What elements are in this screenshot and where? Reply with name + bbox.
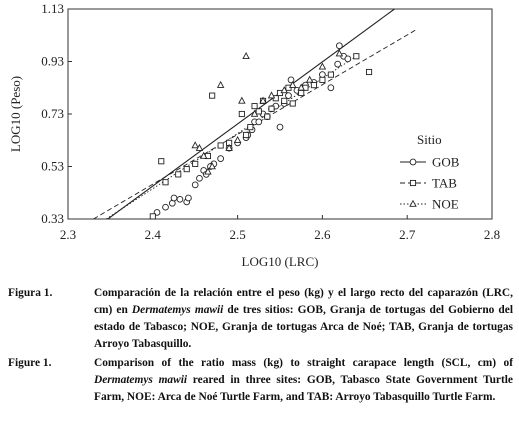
point-noe [208,162,216,170]
point-noe [216,80,225,88]
point-tab [264,113,271,120]
plot-frame [67,8,493,220]
axis-ticks: 2.3 2.4 2.5 2.6 2.7 2.8 0.33 0.53 0.73 0.93 1.13 [41,1,500,242]
point-gob [185,194,192,202]
point-tab [238,110,245,118]
point-gob [255,118,263,126]
point-tab [365,68,373,76]
caption-spanish-text: Comparación de la relación entre el peso… [94,287,513,350]
point-tab [183,166,190,173]
point-tab [158,158,165,165]
species-name: Dermatemys mawii [94,374,188,386]
point-tab [255,108,262,115]
data-points [149,42,373,220]
x-tick-label: 2.5 [229,227,245,242]
point-gob [319,71,326,78]
point-tab [281,97,288,104]
point-tab [310,82,317,89]
x-tick-label: 2.7 [399,227,416,242]
y-tick-label: 0.93 [41,54,64,69]
point-noe [191,141,199,149]
point-gob [334,60,342,68]
point-gob [162,203,169,211]
point-noe [250,109,259,117]
legend-label-tab: TAB [432,176,457,191]
point-tab [298,89,305,97]
species-name: Dermatemys mawii [131,304,224,316]
point-tab [192,160,199,167]
fit-line-gob [107,9,395,219]
point-gob [344,55,352,63]
x-tick-label: 2.3 [60,227,76,242]
point-noe [267,91,276,99]
point-noe [280,86,288,94]
caption-english-text: Comparison of the ratio mass (kg) to str… [94,357,513,403]
point-noe [195,143,204,151]
legend-title: Sitio [417,132,442,147]
point-noe [233,135,242,144]
x-axis-label: LOG10 (LRC) [242,254,319,269]
point-gob [217,155,224,162]
y-axis-label: LOG10 (Peso) [8,76,23,152]
point-gob [287,76,295,84]
caption-spanish: Figura 1. Comparación de la relación ent… [8,285,513,353]
point-noe [305,75,314,83]
legend: Sitio GOB TAB NOE [400,132,460,212]
point-noe [259,96,267,104]
point-tab [209,92,216,99]
x-tick-label: 2.8 [484,227,500,242]
point-gob [191,181,199,189]
point-noe [199,151,208,159]
point-gob [196,174,203,182]
point-tab [149,213,156,220]
caption-spanish-label: Figura 1. [8,287,53,299]
point-tab [289,100,296,107]
scatter-chart: 2.3 2.4 2.5 2.6 2.7 2.8 0.33 0.53 0.73 0.93 1.13 L… [8,1,500,269]
point-tab [175,171,182,178]
point-gob [170,194,178,202]
point-noe [204,167,212,175]
legend-marker-noe [409,199,417,207]
point-noe [288,80,297,88]
point-noe [238,96,246,104]
point-tab [319,76,326,83]
legend-marker-gob [409,158,417,166]
point-gob [276,123,284,131]
caption-english: Figure 1. Comparison of the ratio mass (… [8,355,513,406]
x-tick-label: 2.4 [145,227,162,242]
point-tab [243,131,250,139]
legend-label-noe: NOE [432,197,459,212]
point-noe [318,62,327,70]
point-tab [162,179,169,186]
x-tick-label: 2.6 [314,227,331,242]
fit-line-noe [105,55,357,219]
y-tick-label: 0.33 [41,211,64,226]
point-noe [225,143,233,151]
legend-label-gob: GOB [432,155,460,170]
point-noe [242,51,250,59]
point-tab [327,71,334,78]
point-gob [327,84,335,92]
point-tab [353,53,360,60]
point-gob [176,195,184,203]
y-tick-label: 0.53 [41,159,64,174]
point-tab [251,103,258,110]
caption-english-label: Figure 1. [8,357,52,369]
y-tick-label: 0.73 [41,106,64,121]
point-tab [217,142,224,149]
legend-marker-tab [409,179,417,187]
point-gob [285,92,292,99]
point-tab [247,124,254,131]
point-gob [336,42,343,50]
point-tab [268,105,275,112]
y-tick-label: 1.13 [41,1,64,16]
point-noe [335,49,344,57]
point-noe [297,83,305,91]
